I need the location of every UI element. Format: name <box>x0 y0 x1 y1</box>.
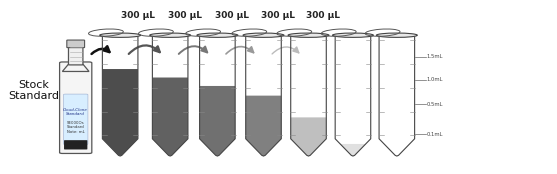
FancyBboxPatch shape <box>60 62 92 153</box>
FancyBboxPatch shape <box>67 40 85 48</box>
Text: 300 μL: 300 μL <box>168 11 202 20</box>
Text: Cloud-Clone
Standard: Cloud-Clone Standard <box>63 108 88 116</box>
Ellipse shape <box>333 33 373 37</box>
Text: 0.1mL: 0.1mL <box>427 132 443 137</box>
Text: 300 μL: 300 μL <box>261 11 295 20</box>
PathPatch shape <box>102 69 138 156</box>
Text: 300 μL: 300 μL <box>215 11 249 20</box>
Ellipse shape <box>243 33 284 37</box>
PathPatch shape <box>199 86 235 156</box>
FancyBboxPatch shape <box>63 94 88 144</box>
PathPatch shape <box>291 117 326 156</box>
Ellipse shape <box>288 33 329 37</box>
Ellipse shape <box>150 33 190 37</box>
Text: 300 μL: 300 μL <box>306 11 340 20</box>
Text: 1.5mL: 1.5mL <box>427 54 443 60</box>
Text: 1.0mL: 1.0mL <box>427 77 443 82</box>
Text: SE000Os
Standard
Note: mL: SE000Os Standard Note: mL <box>67 121 85 134</box>
PathPatch shape <box>153 77 188 156</box>
PathPatch shape <box>246 96 281 156</box>
Polygon shape <box>62 63 89 72</box>
Text: 0.5mL: 0.5mL <box>427 102 443 107</box>
FancyBboxPatch shape <box>64 140 87 149</box>
PathPatch shape <box>340 144 366 156</box>
Text: Stock
Standard: Stock Standard <box>8 80 60 101</box>
FancyBboxPatch shape <box>69 47 83 65</box>
Text: 300 μL: 300 μL <box>121 11 155 20</box>
Ellipse shape <box>197 33 238 37</box>
Ellipse shape <box>377 33 417 37</box>
Ellipse shape <box>100 33 140 37</box>
